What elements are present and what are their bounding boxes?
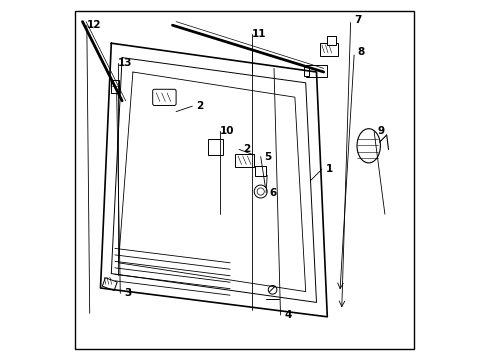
Bar (320, 43, 337, 56)
Ellipse shape (356, 129, 380, 163)
FancyBboxPatch shape (152, 89, 176, 105)
Bar (305, 65, 326, 77)
Text: 2: 2 (242, 144, 249, 154)
Text: 9: 9 (377, 126, 384, 136)
Bar (208, 139, 223, 155)
Text: 1: 1 (325, 164, 332, 174)
Text: 8: 8 (357, 47, 365, 57)
Text: 12: 12 (86, 20, 101, 30)
Text: 3: 3 (123, 288, 131, 298)
Text: 11: 11 (251, 29, 265, 39)
Bar (102, 278, 117, 291)
Text: 4: 4 (284, 310, 291, 320)
Bar (303, 67, 309, 76)
Text: 7: 7 (353, 15, 361, 25)
Bar (255, 166, 265, 176)
Bar (326, 36, 336, 45)
Bar (235, 154, 253, 167)
Text: 10: 10 (220, 126, 234, 136)
Text: 2: 2 (196, 101, 203, 111)
Text: 5: 5 (264, 152, 271, 162)
Text: 13: 13 (118, 58, 132, 68)
Text: 6: 6 (269, 188, 276, 198)
Bar (110, 80, 119, 93)
